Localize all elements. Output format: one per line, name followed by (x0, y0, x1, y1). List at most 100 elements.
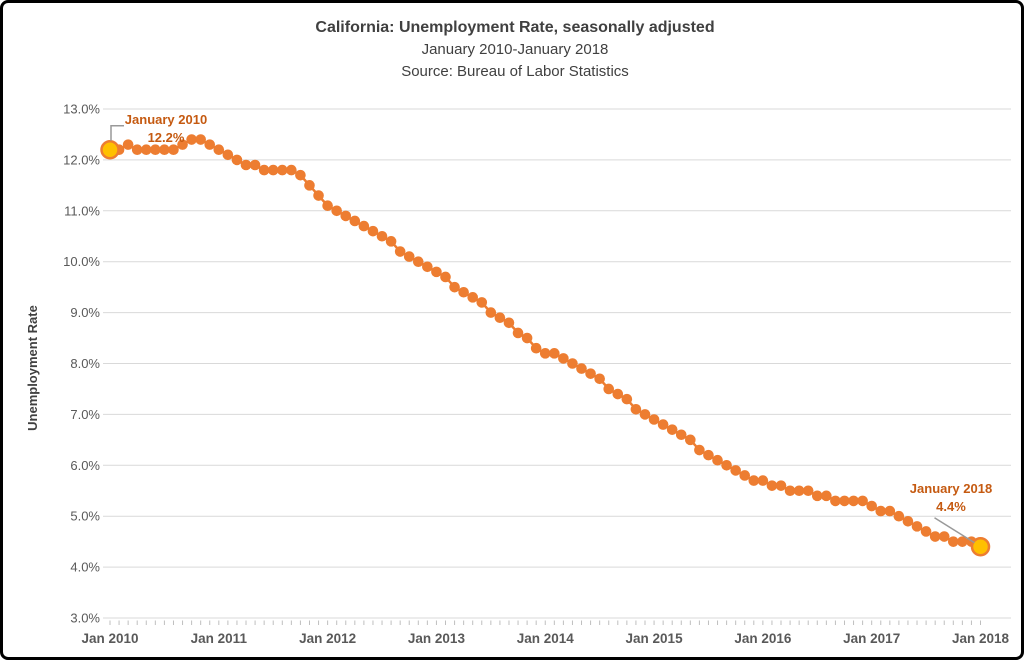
data-point (413, 256, 424, 267)
data-point (150, 144, 161, 156)
data-point (476, 297, 488, 308)
data-point (748, 475, 760, 486)
data-point (703, 449, 714, 461)
unemployment-line (110, 138, 982, 548)
data-point-markers (104, 134, 986, 553)
data-point (467, 292, 479, 303)
x-axis-tick-label: Jan 2012 (299, 631, 356, 646)
y-axis-tick-label: 5.0% (70, 509, 100, 524)
data-point (122, 139, 134, 150)
data-point (394, 246, 406, 257)
data-point (376, 230, 388, 242)
data-point (730, 465, 741, 476)
data-point (403, 251, 415, 262)
x-axis-tick-label: Jan 2015 (626, 631, 684, 646)
y-axis-tick-label: 12.0% (63, 152, 100, 167)
data-point (295, 169, 306, 181)
annotation-jan-2010-value: 12.2% (147, 130, 185, 145)
x-axis-tick-labels: Jan 2010 Jan 2011 Jan 2012 Jan 2013 Jan 2014… (81, 631, 1009, 646)
data-point (549, 348, 560, 359)
y-axis-title: Unemployment Rate (25, 305, 40, 431)
x-axis-tick-label: Jan 2014 (517, 631, 575, 646)
callout-line-jan-2018 (934, 517, 975, 544)
data-point (558, 353, 569, 364)
data-point (331, 205, 342, 217)
annotation-jan-2018: January 2018 4.4% (896, 480, 1006, 516)
data-point (322, 200, 333, 212)
chart-subtitle: January 2010-January 2018 (421, 41, 609, 58)
data-point (494, 312, 506, 323)
data-point (349, 215, 361, 227)
data-point (340, 210, 352, 222)
data-point (367, 225, 379, 237)
x-axis-tick-label: Jan 2010 (81, 631, 138, 646)
data-point (258, 164, 270, 176)
data-point (159, 144, 170, 156)
data-point (639, 409, 651, 420)
data-point (240, 159, 252, 171)
data-point (657, 419, 669, 430)
data-point (802, 485, 814, 497)
data-point (902, 515, 914, 527)
data-point (521, 332, 533, 344)
data-point (286, 164, 297, 176)
data-point (431, 266, 442, 278)
data-point (766, 480, 778, 491)
data-point (675, 429, 687, 441)
data-point (594, 373, 605, 385)
data-point (267, 164, 279, 176)
data-point (648, 414, 660, 425)
data-point (793, 485, 805, 497)
data-point (503, 317, 515, 329)
data-point (567, 358, 578, 369)
y-axis-tick-label: 6.0% (70, 458, 100, 473)
data-point (422, 261, 433, 273)
data-point (884, 505, 896, 517)
data-point (821, 490, 832, 502)
data-point (694, 444, 705, 456)
data-point (757, 475, 769, 486)
data-point (458, 286, 469, 298)
data-point (920, 526, 932, 537)
data-point (186, 134, 197, 145)
data-point (358, 220, 370, 232)
data-point (585, 368, 596, 379)
data-point (249, 159, 261, 171)
x-axis-tick-label: Jan 2013 (408, 631, 466, 646)
data-point (911, 521, 923, 532)
data-point (313, 190, 324, 201)
data-point (576, 363, 587, 374)
data-point (131, 144, 143, 156)
data-point (485, 307, 497, 318)
y-axis-tick-label: 13.0% (63, 102, 100, 117)
highlighted-endpoint (970, 536, 991, 557)
data-point (304, 180, 315, 191)
data-point (848, 495, 859, 507)
data-point (204, 139, 216, 150)
y-axis-tick-label: 4.0% (70, 560, 100, 575)
data-point (539, 348, 551, 359)
data-point (512, 327, 524, 339)
data-point (947, 536, 959, 547)
data-point (938, 531, 950, 542)
annotation-jan-2010-label: January 2010 (124, 112, 208, 127)
data-point (140, 144, 152, 156)
chart-plot-area: 3.0% 4.0% 5.0% 6.0% 7.0% 8.0% 9.0% 10.0% 11.0% 12… (63, 102, 1011, 646)
data-point (177, 139, 188, 150)
data-point (195, 134, 206, 145)
highlighted-endpoint (100, 139, 120, 160)
data-point (866, 500, 877, 512)
data-point (449, 281, 460, 293)
data-point (612, 388, 624, 400)
data-point (957, 536, 968, 547)
chart-header: California: Unemployment Rate, seasonall… (3, 17, 1021, 83)
data-point (213, 144, 225, 156)
data-point (857, 495, 868, 507)
data-point (685, 434, 696, 446)
x-axis-month-ticks (109, 620, 981, 625)
annotation-jan-2018-label: January 2018 (909, 481, 993, 496)
chart-source-line: Source: Bureau of Labor Statistics (401, 63, 629, 80)
data-point (893, 510, 905, 522)
y-axis-tick-label: 7.0% (70, 407, 100, 422)
callout-line-jan-2010 (110, 124, 124, 141)
